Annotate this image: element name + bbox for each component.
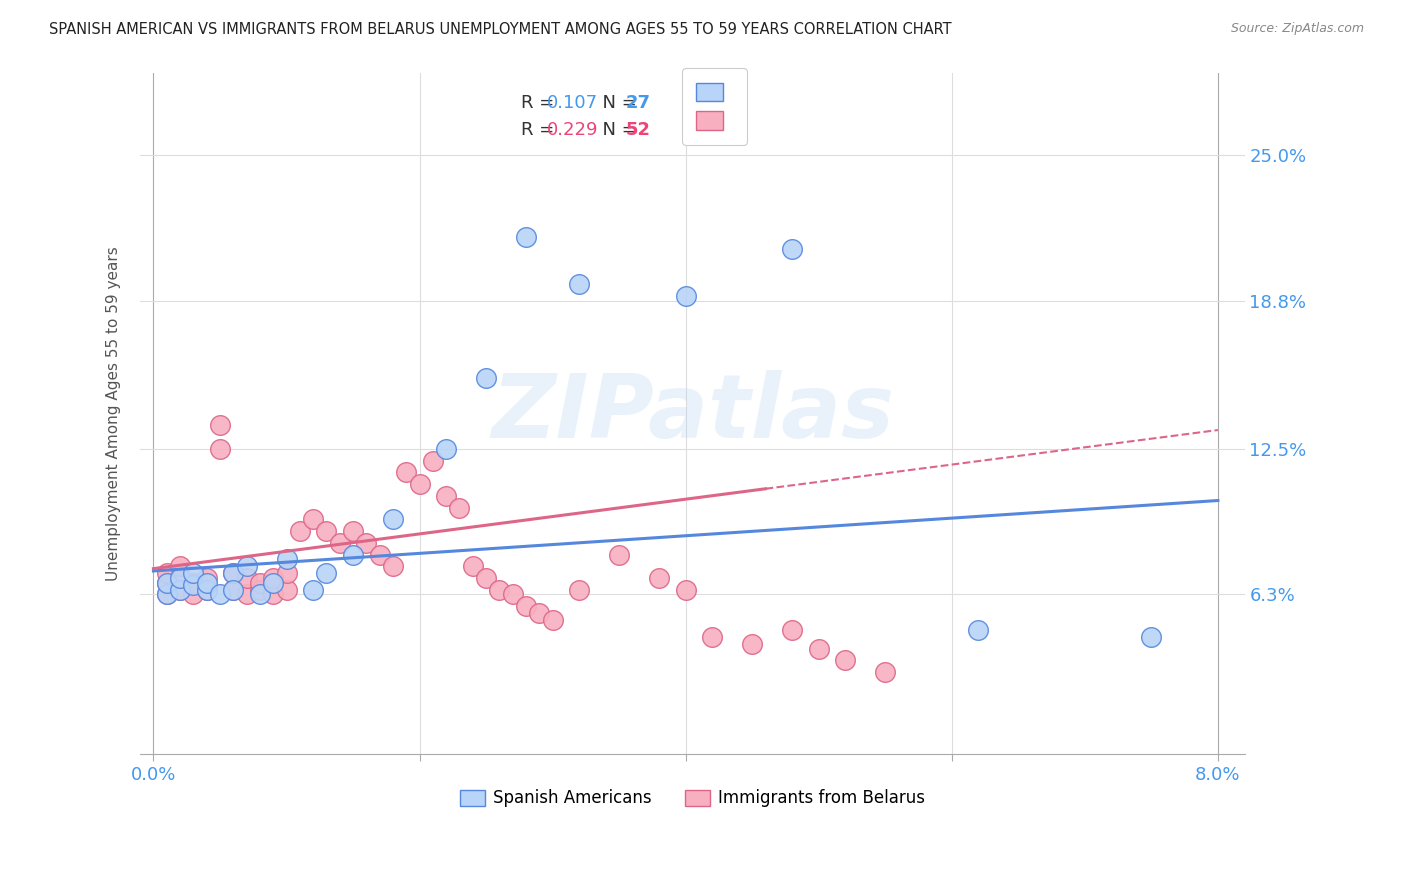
Text: ZIPatlas: ZIPatlas	[491, 370, 894, 457]
Point	[222, 566, 245, 581]
Text: N =: N =	[591, 121, 643, 139]
Point	[249, 582, 271, 597]
Point	[156, 566, 179, 581]
Point	[302, 582, 325, 597]
Point	[568, 582, 591, 597]
Point	[249, 575, 271, 590]
Point	[515, 599, 537, 614]
Point	[356, 536, 378, 550]
Point	[195, 575, 218, 590]
Point	[195, 582, 218, 597]
Point	[368, 548, 391, 562]
Text: SPANISH AMERICAN VS IMMIGRANTS FROM BELARUS UNEMPLOYMENT AMONG AGES 55 TO 59 YEA: SPANISH AMERICAN VS IMMIGRANTS FROM BELA…	[49, 22, 952, 37]
Point	[222, 582, 245, 597]
Point	[276, 552, 298, 566]
Point	[342, 524, 364, 538]
Point	[235, 559, 257, 574]
Point	[169, 559, 191, 574]
Point	[675, 582, 697, 597]
Point	[741, 637, 763, 651]
Point	[342, 548, 364, 562]
Point	[648, 571, 671, 585]
Text: R =: R =	[522, 121, 560, 139]
Point	[381, 559, 404, 574]
Text: 27: 27	[626, 94, 651, 112]
Text: 0.229: 0.229	[547, 121, 598, 139]
Point	[607, 548, 630, 562]
Point	[183, 587, 205, 601]
Point	[156, 575, 179, 590]
Point	[834, 653, 856, 667]
Point	[967, 623, 990, 637]
Point	[169, 582, 191, 597]
Point	[169, 571, 191, 585]
Point	[461, 559, 484, 574]
Point	[488, 582, 510, 597]
Point	[235, 571, 257, 585]
Point	[702, 630, 724, 644]
Point	[434, 489, 457, 503]
Point	[475, 571, 498, 585]
Point	[183, 578, 205, 592]
Point	[208, 418, 231, 433]
Point	[222, 566, 245, 581]
Point	[780, 623, 803, 637]
Point	[449, 500, 471, 515]
Point	[568, 277, 591, 292]
Text: 0.107: 0.107	[547, 94, 598, 112]
Point	[288, 524, 311, 538]
Point	[329, 536, 352, 550]
Point	[169, 571, 191, 585]
Point	[276, 582, 298, 597]
Point	[262, 571, 284, 585]
Point	[475, 371, 498, 385]
Point	[675, 289, 697, 303]
Point	[276, 566, 298, 581]
Point	[156, 575, 179, 590]
Point	[249, 587, 271, 601]
Point	[529, 607, 551, 621]
Point	[541, 613, 564, 627]
Text: Source: ZipAtlas.com: Source: ZipAtlas.com	[1230, 22, 1364, 36]
Text: 52: 52	[626, 121, 651, 139]
Point	[1140, 630, 1163, 644]
Point	[208, 587, 231, 601]
Point	[434, 442, 457, 456]
Point	[262, 575, 284, 590]
Text: N =: N =	[591, 94, 643, 112]
Point	[315, 524, 337, 538]
Legend: Spanish Americans, Immigrants from Belarus: Spanish Americans, Immigrants from Belar…	[453, 782, 932, 814]
Point	[315, 566, 337, 581]
Point	[395, 466, 418, 480]
Point	[156, 587, 179, 601]
Point	[195, 571, 218, 585]
Point	[169, 582, 191, 597]
Point	[515, 230, 537, 244]
Point	[302, 512, 325, 526]
Text: R =: R =	[522, 94, 560, 112]
Point	[262, 587, 284, 601]
Point	[183, 575, 205, 590]
Point	[156, 587, 179, 601]
Point	[222, 582, 245, 597]
Point	[208, 442, 231, 456]
Point	[235, 587, 257, 601]
Point	[875, 665, 897, 679]
Point	[422, 453, 444, 467]
Point	[780, 242, 803, 256]
Point	[381, 512, 404, 526]
Point	[502, 587, 524, 601]
Point	[807, 641, 830, 656]
Point	[408, 477, 430, 491]
Y-axis label: Unemployment Among Ages 55 to 59 years: Unemployment Among Ages 55 to 59 years	[107, 246, 121, 581]
Point	[183, 566, 205, 581]
Point	[195, 582, 218, 597]
